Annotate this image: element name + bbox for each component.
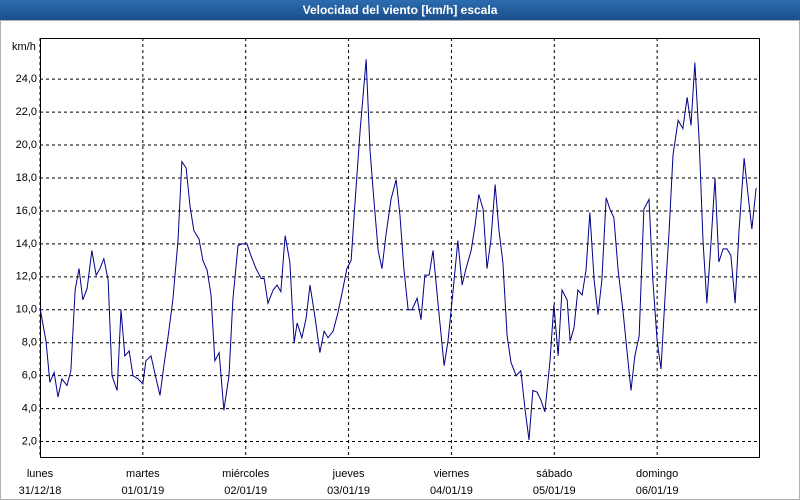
- x-tick-label: sábado: [536, 468, 572, 480]
- y-tick-label: 22,0: [16, 106, 37, 118]
- x-tick-label: martes: [126, 468, 160, 480]
- x-tick-label: jueves: [332, 468, 365, 480]
- x-tick-date: 02/01/19: [224, 485, 267, 497]
- data-line: [39, 59, 757, 440]
- x-tick-label: miércoles: [222, 468, 270, 480]
- y-tick-label: 10,0: [16, 304, 37, 316]
- y-tick-label: 8,0: [22, 337, 37, 349]
- x-tick-date: 03/01/19: [327, 485, 370, 497]
- x-tick-date: 05/01/19: [533, 485, 576, 497]
- y-tick-label: 16,0: [16, 205, 37, 217]
- y-tick-label: 2,0: [22, 435, 37, 447]
- x-tick-date: 01/01/19: [121, 485, 164, 497]
- y-tick-label: 14,0: [16, 238, 37, 250]
- plot-border: [40, 38, 760, 458]
- x-tick-label: lunes: [27, 468, 54, 480]
- y-axis-label: km/h: [12, 41, 36, 53]
- y-tick-label: 12,0: [16, 271, 37, 283]
- x-tick-date: 31/12/18: [19, 485, 62, 497]
- chart-title: Velocidad del viento [km/h] escala: [303, 3, 498, 17]
- y-tick-label: 4,0: [22, 402, 37, 414]
- y-tick-label: 24,0: [16, 73, 37, 85]
- y-tick-label: 6,0: [22, 370, 37, 382]
- x-tick-label: domingo: [636, 468, 678, 480]
- x-tick-date: 04/01/19: [430, 485, 473, 497]
- title-bar: [0, 0, 800, 20]
- plot-area: [40, 38, 760, 458]
- y-tick-label: 20,0: [16, 139, 37, 151]
- y-tick-label: 18,0: [16, 172, 37, 184]
- x-tick-date: 06/01/19: [636, 485, 679, 497]
- x-tick-label: viernes: [434, 468, 470, 480]
